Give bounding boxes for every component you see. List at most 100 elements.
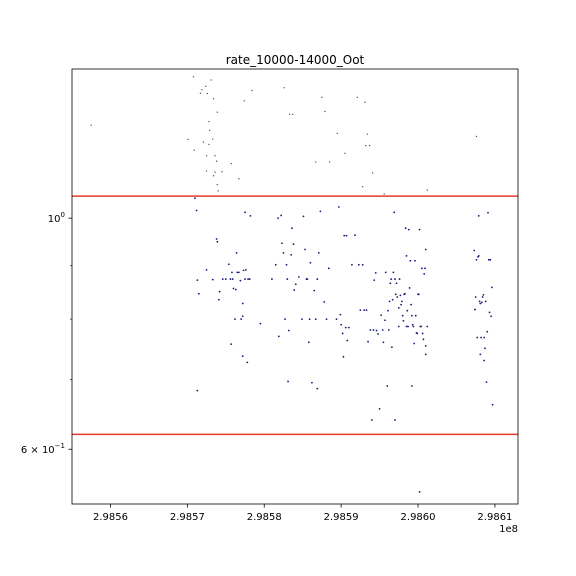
- data-point: [215, 160, 218, 162]
- data-point: [304, 248, 306, 251]
- data-point: [373, 279, 376, 282]
- data-point: [417, 293, 420, 296]
- data-point: [490, 315, 492, 318]
- data-point: [482, 293, 485, 296]
- data-point: [344, 326, 347, 329]
- data-point: [212, 98, 215, 100]
- data-point: [394, 278, 396, 280]
- data-point: [491, 403, 494, 406]
- data-point: [363, 309, 366, 312]
- data-point: [414, 259, 416, 262]
- data-point: [418, 228, 421, 231]
- data-point: [361, 263, 364, 266]
- data-point: [285, 263, 288, 266]
- data-point: [277, 335, 280, 338]
- data-point: [227, 263, 230, 266]
- data-point: [294, 283, 297, 286]
- data-point: [237, 271, 240, 274]
- data-point: [424, 344, 427, 347]
- data-point: [217, 298, 220, 301]
- data-point: [490, 286, 493, 289]
- data-point: [212, 138, 214, 140]
- data-point: [383, 193, 385, 195]
- data-point: [374, 272, 377, 274]
- data-point: [317, 252, 320, 254]
- data-point: [476, 336, 479, 339]
- data-point: [473, 249, 476, 252]
- data-point: [221, 278, 224, 280]
- data-point: [422, 338, 425, 341]
- data-point: [365, 144, 367, 147]
- data-point: [242, 269, 245, 272]
- data-point: [400, 300, 403, 303]
- data-point: [346, 339, 349, 342]
- x-tick-label: 2.9859: [324, 512, 359, 523]
- x-tick-label: 2.9857: [170, 512, 205, 523]
- data-point: [356, 96, 358, 99]
- data-point: [384, 271, 387, 274]
- data-point: [238, 178, 240, 180]
- data-point: [230, 162, 232, 165]
- data-point: [230, 343, 233, 345]
- data-point: [243, 100, 245, 102]
- data-point: [416, 332, 419, 335]
- data-point: [389, 282, 392, 285]
- data-point: [477, 214, 480, 217]
- data-point: [400, 303, 403, 306]
- data-point: [424, 353, 427, 356]
- data-point: [192, 76, 195, 78]
- data-point: [410, 314, 413, 317]
- data-point: [487, 211, 489, 214]
- data-point: [480, 301, 483, 304]
- data-point: [361, 185, 364, 188]
- data-point: [208, 120, 210, 123]
- threshold-lines: [72, 195, 518, 436]
- data-point: [324, 110, 326, 113]
- data-point: [380, 314, 383, 317]
- chart-title: rate_10000-14000_Oot: [226, 53, 365, 67]
- data-point: [486, 330, 489, 333]
- data-point: [371, 172, 374, 174]
- data-point: [377, 333, 379, 335]
- data-point: [308, 318, 311, 320]
- data-point: [316, 387, 319, 390]
- data-point: [195, 209, 198, 212]
- data-point: [413, 342, 416, 345]
- data-point: [274, 263, 277, 266]
- data-point: [384, 319, 386, 322]
- data-point: [194, 197, 196, 200]
- data-point: [319, 210, 322, 213]
- data-point: [234, 318, 236, 320]
- data-point: [424, 248, 427, 251]
- data-point: [484, 300, 487, 303]
- data-point: [478, 300, 481, 303]
- data-point: [229, 278, 232, 280]
- data-point: [483, 359, 486, 362]
- data-point: [283, 87, 285, 89]
- data-point: [221, 171, 223, 173]
- data-point: [354, 234, 356, 237]
- data-point: [388, 300, 391, 303]
- data-point: [397, 325, 400, 328]
- x-tick-label: 2.9860: [401, 512, 436, 523]
- data-point: [347, 326, 350, 329]
- data-point: [477, 254, 480, 257]
- data-point: [217, 190, 219, 192]
- data-point: [484, 347, 486, 350]
- data-point: [398, 278, 401, 280]
- data-point: [244, 268, 247, 271]
- data-point: [193, 149, 195, 151]
- data-point: [394, 293, 397, 296]
- data-point: [202, 141, 205, 143]
- data-point: [488, 311, 491, 314]
- data-point: [399, 294, 402, 297]
- data-point: [367, 340, 369, 343]
- data-point: [489, 258, 492, 261]
- data-point: [341, 332, 344, 335]
- data-point: [337, 206, 340, 208]
- data-point: [404, 227, 407, 230]
- data-point: [414, 314, 417, 317]
- data-point: [316, 278, 319, 280]
- data-point: [214, 155, 216, 157]
- data-point: [381, 329, 384, 331]
